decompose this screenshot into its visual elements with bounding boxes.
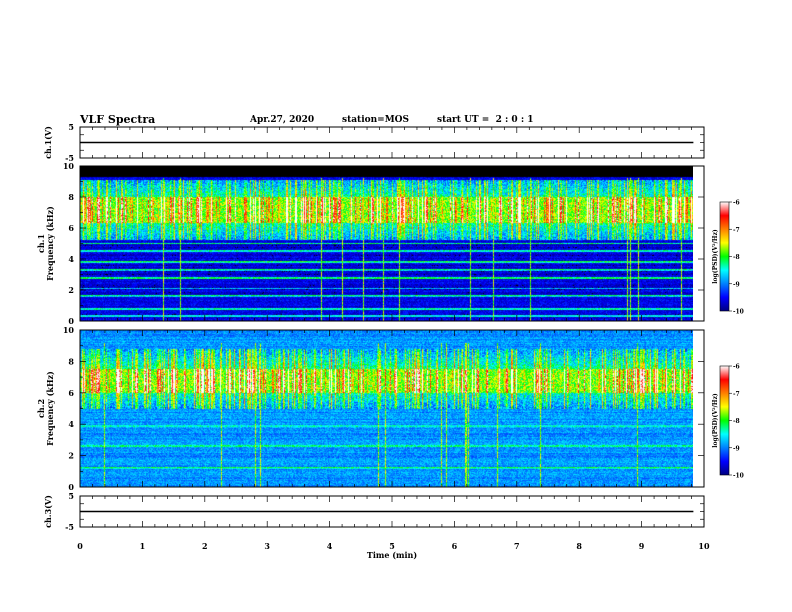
y-tick-label: 5	[68, 122, 74, 132]
ch1-spectrogram-ylabel: Frequency (kHz)	[45, 206, 55, 281]
x-tick-label: 0	[77, 541, 83, 551]
start-time-label: start UT = 2 : 0 : 1	[437, 115, 534, 125]
ch2-spectrogram-channel-label: ch.2	[36, 399, 46, 418]
ch1-spectrogram-image	[80, 166, 693, 321]
colorbar-tick-label: -10	[733, 309, 744, 316]
y-tick-label: 0	[68, 316, 74, 326]
y-tick-label: 6	[68, 388, 74, 398]
ch2-spectrogram-colorbar	[719, 365, 730, 476]
station-label: station=MOS	[342, 115, 410, 125]
y-tick-label: 4	[68, 419, 74, 429]
x-tick-label: 7	[514, 541, 520, 551]
x-ticks-panel-4	[79, 496, 705, 527]
ch3-voltage-ylabel: ch.3(V)	[43, 495, 53, 528]
y-tick-label: -5	[65, 522, 74, 532]
y-tick-label: 10	[63, 325, 75, 335]
colorbar-tick-label: -6	[733, 200, 740, 207]
colorbar-tick-label: -8	[733, 254, 740, 261]
y-tick-label: 2	[68, 451, 74, 461]
y-tick-label: 2	[68, 285, 74, 295]
x-ticks-panel-1	[79, 127, 705, 158]
colorbar-tick-label: -7	[733, 227, 740, 234]
x-tick-label: 4	[327, 541, 333, 551]
ch1-spectrogram-channel-label: ch.1	[36, 234, 46, 253]
y-tick-label: 0	[68, 482, 74, 492]
colorbar-tick-label: -9	[733, 445, 740, 452]
ch1-spectrogram-colorbar	[719, 201, 730, 312]
x-tick-label: 8	[576, 541, 582, 551]
x-tick-label: 3	[264, 541, 270, 551]
x-ticks-panel-3	[79, 330, 705, 487]
y-tick-label: 6	[68, 223, 74, 233]
ch2-spectrogram-ylabel: Frequency (kHz)	[45, 371, 55, 446]
ch2-spectrogram-colorbar-label: log(PSD)(V²/Hz)	[712, 393, 719, 448]
x-tick-label: 9	[639, 541, 645, 551]
colorbar-tick-label: -10	[733, 473, 744, 480]
colorbar-tick-label: -8	[733, 418, 740, 425]
date-label: Apr.27, 2020	[250, 115, 315, 125]
ch2-spectrogram-image	[80, 330, 693, 487]
y-tick-label: 4	[68, 254, 74, 264]
x-tick-label: 10	[698, 541, 710, 551]
colorbar-tick-label: -7	[733, 391, 740, 398]
colorbar-tick-label: -6	[733, 364, 740, 371]
x-tick-label: 1	[140, 541, 146, 551]
colorbar-tick-label: -9	[733, 281, 740, 288]
ch1-spectrogram-colorbar-label: log(PSD)(V²/Hz)	[712, 229, 719, 284]
y-tick-label: -5	[65, 153, 74, 163]
ch1-voltage-ylabel: ch.1(V)	[43, 126, 53, 159]
y-tick-label: 10	[63, 161, 75, 171]
y-tick-label: 8	[68, 192, 74, 202]
y-tick-label: 5	[68, 491, 74, 501]
x-tick-label: 5	[389, 541, 395, 551]
x-tick-label: 2	[202, 541, 208, 551]
chart-title: VLF Spectra	[80, 113, 156, 126]
x-tick-label: 6	[452, 541, 458, 551]
x-axis-label: Time (min)	[367, 550, 417, 560]
x-ticks-panel-2	[79, 166, 705, 321]
y-tick-label: 8	[68, 356, 74, 366]
